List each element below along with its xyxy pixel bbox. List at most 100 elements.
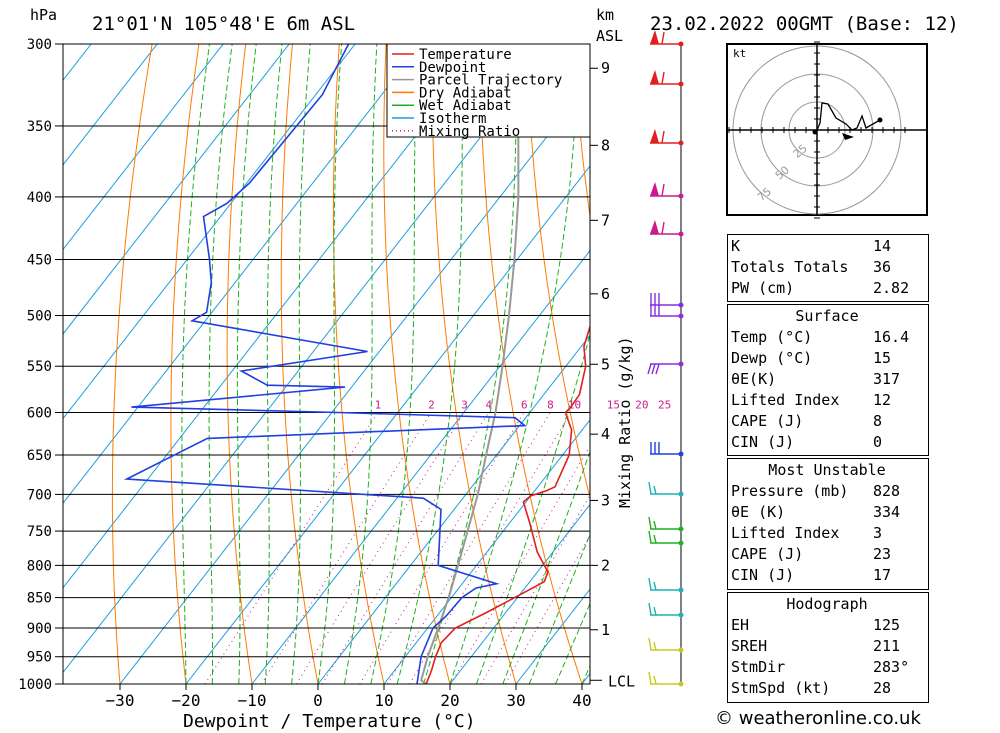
pressure-tick-label: 750 <box>27 524 52 540</box>
most-unstable-title: Most Unstable <box>768 461 886 479</box>
wind-barb-feather <box>653 606 657 616</box>
pressure-tick-label: 650 <box>27 448 52 464</box>
mixing-ratio-label: 4 <box>486 399 493 412</box>
index-row: θE (K) 334 <box>727 502 927 523</box>
temperature-tick-label: 10 <box>374 691 393 710</box>
dry-adiabat-line <box>332 44 385 684</box>
wind-level-dot <box>678 491 684 497</box>
mixing-ratio-label: 20 <box>635 399 648 412</box>
wind-barb <box>648 577 684 593</box>
wind-barb <box>650 182 684 199</box>
index-label: Totals Totals <box>731 258 849 276</box>
legend-label: Isotherm <box>419 111 486 127</box>
wind-barb-feather <box>653 520 657 530</box>
wind-barb-flag <box>650 182 659 196</box>
index-row: Dewp (°C) 15 <box>727 348 927 369</box>
index-row: StmSpd (kt) 28 <box>727 678 927 699</box>
index-row: Lifted Index 12 <box>727 390 927 411</box>
x-axis-label: Dewpoint / Temperature (°C) <box>183 711 476 732</box>
index-row: Lifted Index 3 <box>727 523 927 544</box>
wind-barb <box>650 70 684 87</box>
pressure-tick-label: 500 <box>27 309 52 325</box>
height-tick-label: 4 <box>601 425 610 443</box>
index-label: CIN (J) <box>731 566 795 584</box>
wind-barb-feather <box>648 530 652 544</box>
wind-barb <box>648 671 684 687</box>
legend-label: Dewpoint <box>419 60 486 76</box>
mixing-ratio-labels: 1 2 3 4 6 8 10 15 20 25 <box>375 399 672 412</box>
index-value: 334 <box>873 503 901 521</box>
datetime-title: 23.02.2022 00GMT (Base: 12) <box>650 13 959 35</box>
wet-adiabat-line <box>396 44 465 684</box>
wind-barb <box>647 361 684 375</box>
wind-level-dot <box>678 587 684 593</box>
pressure-tick-label: 900 <box>27 621 52 637</box>
height-tick-label: 9 <box>601 59 610 77</box>
isotherm-line <box>383 419 590 684</box>
index-label: Temp (°C) <box>731 328 813 346</box>
wind-barb <box>650 442 684 457</box>
mixing-ratio-line <box>408 412 572 684</box>
index-row: Pressure (mb) 828 <box>727 481 927 502</box>
mixing-ratio-label: 8 <box>547 399 554 412</box>
index-value: 828 <box>873 482 901 500</box>
wind-barb-feather <box>655 363 660 375</box>
height-tick-label: 2 <box>601 556 610 574</box>
wind-level-dot <box>678 451 684 457</box>
wind-level-dot <box>678 231 684 237</box>
wind-barb <box>650 304 684 319</box>
mixing-ratio-label: 25 <box>658 399 671 412</box>
height-unit: km <box>596 6 614 24</box>
index-value: 14 <box>873 237 892 255</box>
wind-barb-feather <box>647 363 652 375</box>
wet-adiabat-line <box>291 44 311 684</box>
height-tick-label: 6 <box>601 285 610 303</box>
index-value: 23 <box>873 545 892 563</box>
index-label: EH <box>731 616 750 634</box>
index-label: StmDir <box>731 658 786 676</box>
pressure-tick-label: 800 <box>27 558 52 574</box>
dry-adiabat-line <box>383 44 451 684</box>
wind-level-dot <box>678 361 684 367</box>
wind-level-dot <box>678 647 684 653</box>
isotherm-line <box>449 503 590 684</box>
legend-label: Parcel Trajectory <box>419 73 562 89</box>
wind-barb-feather <box>653 534 657 544</box>
surface-box <box>727 304 929 456</box>
wind-barb-feather <box>661 71 665 85</box>
dry-adiabat-line <box>111 44 153 684</box>
index-row: PW (cm) 2.82 <box>727 278 927 299</box>
wind-level-dot <box>678 313 684 319</box>
isotherm-line <box>317 334 590 684</box>
wind-level-dot <box>678 612 684 618</box>
index-value: 8 <box>873 412 883 430</box>
pressure-tick-label: 550 <box>27 359 52 375</box>
location-title: 21°01'N 105°48'E 6m ASL <box>92 13 355 35</box>
index-value: 125 <box>873 616 901 634</box>
index-label: PW (cm) <box>731 279 795 297</box>
legend-label: Mixing Ratio <box>419 124 520 140</box>
index-value: 28 <box>873 679 892 697</box>
temperature-tick-label: 0 <box>313 691 323 710</box>
mixing-ratio-label: 1 <box>375 399 382 412</box>
copyright-footer: © weatheronline.co.uk <box>715 708 921 729</box>
dewpoint-line <box>123 44 527 684</box>
isotherm-line <box>63 44 554 674</box>
index-value: 36 <box>873 258 892 276</box>
height-tick-label: 1 <box>601 621 610 639</box>
isotherm-line <box>185 165 590 684</box>
pressure-tick-label: 400 <box>27 190 52 206</box>
pressure-tick-label: 700 <box>27 487 52 503</box>
index-label: K <box>731 237 741 255</box>
isotherm-line <box>63 44 290 335</box>
lcl-label: LCL <box>608 672 635 690</box>
pressure-tick-label: 850 <box>27 591 52 607</box>
index-label: θE(K) <box>731 370 777 388</box>
wind-barb-feather <box>648 577 652 591</box>
wind-barb-feather <box>653 485 657 495</box>
wind-barb-feather <box>661 221 665 235</box>
temperature-tick-label: −10 <box>238 691 267 710</box>
index-row: K 14 <box>727 236 927 257</box>
index-value: 317 <box>873 370 901 388</box>
